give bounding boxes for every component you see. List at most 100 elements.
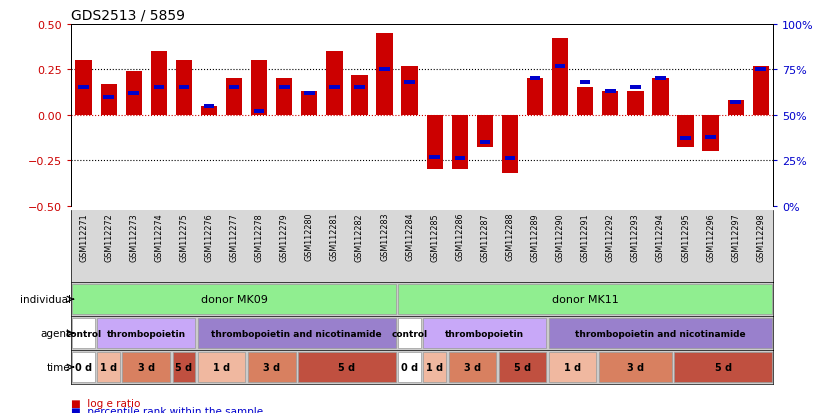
Bar: [72, 284, 396, 315]
Bar: [154, 86, 164, 90]
Text: GSM112274: GSM112274: [155, 212, 163, 261]
Bar: [605, 90, 615, 94]
Bar: [399, 352, 421, 382]
Text: GSM112296: GSM112296: [706, 212, 715, 261]
Text: thrombopoietin and nicotinamide: thrombopoietin and nicotinamide: [212, 329, 382, 338]
Bar: [97, 352, 120, 382]
Text: 1 d: 1 d: [213, 362, 230, 372]
Bar: [552, 39, 568, 116]
Bar: [79, 86, 89, 90]
Bar: [276, 79, 293, 116]
Bar: [527, 79, 543, 116]
Bar: [254, 110, 264, 114]
Bar: [630, 86, 640, 90]
Bar: [602, 92, 619, 116]
Text: GSM112277: GSM112277: [230, 212, 238, 261]
Bar: [150, 52, 167, 116]
Bar: [351, 76, 368, 116]
Bar: [677, 116, 694, 148]
Text: GSM112279: GSM112279: [280, 212, 288, 261]
Bar: [122, 352, 170, 382]
Bar: [655, 77, 665, 81]
Bar: [251, 61, 268, 116]
Bar: [502, 116, 518, 173]
Bar: [477, 116, 493, 148]
Text: ■  log e ratio: ■ log e ratio: [71, 398, 140, 408]
Bar: [455, 157, 465, 161]
Text: 0 d: 0 d: [401, 362, 418, 372]
Text: GSM112291: GSM112291: [581, 212, 589, 261]
Text: thrombopoietin: thrombopoietin: [107, 329, 186, 338]
Bar: [681, 137, 691, 141]
Bar: [226, 79, 242, 116]
Bar: [298, 352, 396, 382]
Bar: [423, 318, 547, 349]
Text: 5 d: 5 d: [715, 362, 732, 372]
Bar: [530, 77, 540, 81]
Bar: [125, 72, 142, 116]
Text: GSM112290: GSM112290: [556, 212, 564, 261]
Text: control: control: [65, 329, 102, 338]
Bar: [179, 86, 189, 90]
Bar: [72, 318, 94, 349]
Bar: [201, 107, 217, 116]
Text: donor MK09: donor MK09: [201, 294, 268, 304]
Bar: [172, 352, 195, 382]
Bar: [75, 61, 92, 116]
Text: 3 d: 3 d: [263, 362, 280, 372]
Bar: [405, 81, 415, 85]
Text: 3 d: 3 d: [464, 362, 481, 372]
Bar: [229, 86, 239, 90]
Bar: [301, 92, 318, 116]
Text: 1 d: 1 d: [564, 362, 581, 372]
Text: GSM112280: GSM112280: [305, 212, 314, 261]
Bar: [451, 116, 468, 170]
Bar: [197, 352, 246, 382]
Text: GSM112275: GSM112275: [180, 212, 188, 261]
Text: GSM112285: GSM112285: [431, 212, 439, 261]
Bar: [380, 68, 390, 72]
Text: GSM112284: GSM112284: [405, 212, 414, 261]
Bar: [548, 318, 772, 349]
Text: 5 d: 5 d: [176, 362, 192, 372]
Text: GSM112276: GSM112276: [205, 212, 213, 261]
Text: GSM112297: GSM112297: [732, 212, 740, 261]
Text: thrombopoietin and nicotinamide: thrombopoietin and nicotinamide: [575, 329, 746, 338]
Bar: [329, 86, 339, 90]
Bar: [674, 352, 772, 382]
Text: GSM112281: GSM112281: [330, 212, 339, 261]
Bar: [279, 86, 289, 90]
Text: GSM112282: GSM112282: [355, 212, 364, 261]
Text: GDS2513 / 5859: GDS2513 / 5859: [71, 8, 185, 22]
Bar: [599, 352, 672, 382]
Text: GSM112283: GSM112283: [380, 212, 389, 261]
Text: thrombopoietin: thrombopoietin: [446, 329, 524, 338]
Text: 5 d: 5 d: [514, 362, 531, 372]
Bar: [702, 116, 719, 152]
Text: GSM112295: GSM112295: [681, 212, 690, 261]
Bar: [480, 141, 490, 145]
Bar: [627, 92, 644, 116]
Text: 0 d: 0 d: [75, 362, 92, 372]
Bar: [727, 101, 744, 116]
Bar: [448, 352, 496, 382]
Bar: [580, 81, 590, 85]
Bar: [401, 66, 418, 116]
Text: GSM112298: GSM112298: [757, 212, 765, 261]
Bar: [204, 104, 214, 108]
Text: individual: individual: [19, 294, 70, 304]
Bar: [100, 85, 117, 116]
Text: GSM112286: GSM112286: [456, 212, 464, 261]
Bar: [247, 352, 295, 382]
Bar: [548, 352, 596, 382]
Bar: [399, 318, 421, 349]
Text: 3 d: 3 d: [138, 362, 155, 372]
Text: GSM112294: GSM112294: [656, 212, 665, 261]
Bar: [72, 352, 94, 382]
Text: GSM112271: GSM112271: [79, 212, 88, 261]
Text: 1 d: 1 d: [426, 362, 443, 372]
Bar: [505, 157, 515, 161]
Bar: [430, 155, 440, 159]
Text: GSM112273: GSM112273: [130, 212, 138, 261]
Bar: [376, 34, 393, 116]
